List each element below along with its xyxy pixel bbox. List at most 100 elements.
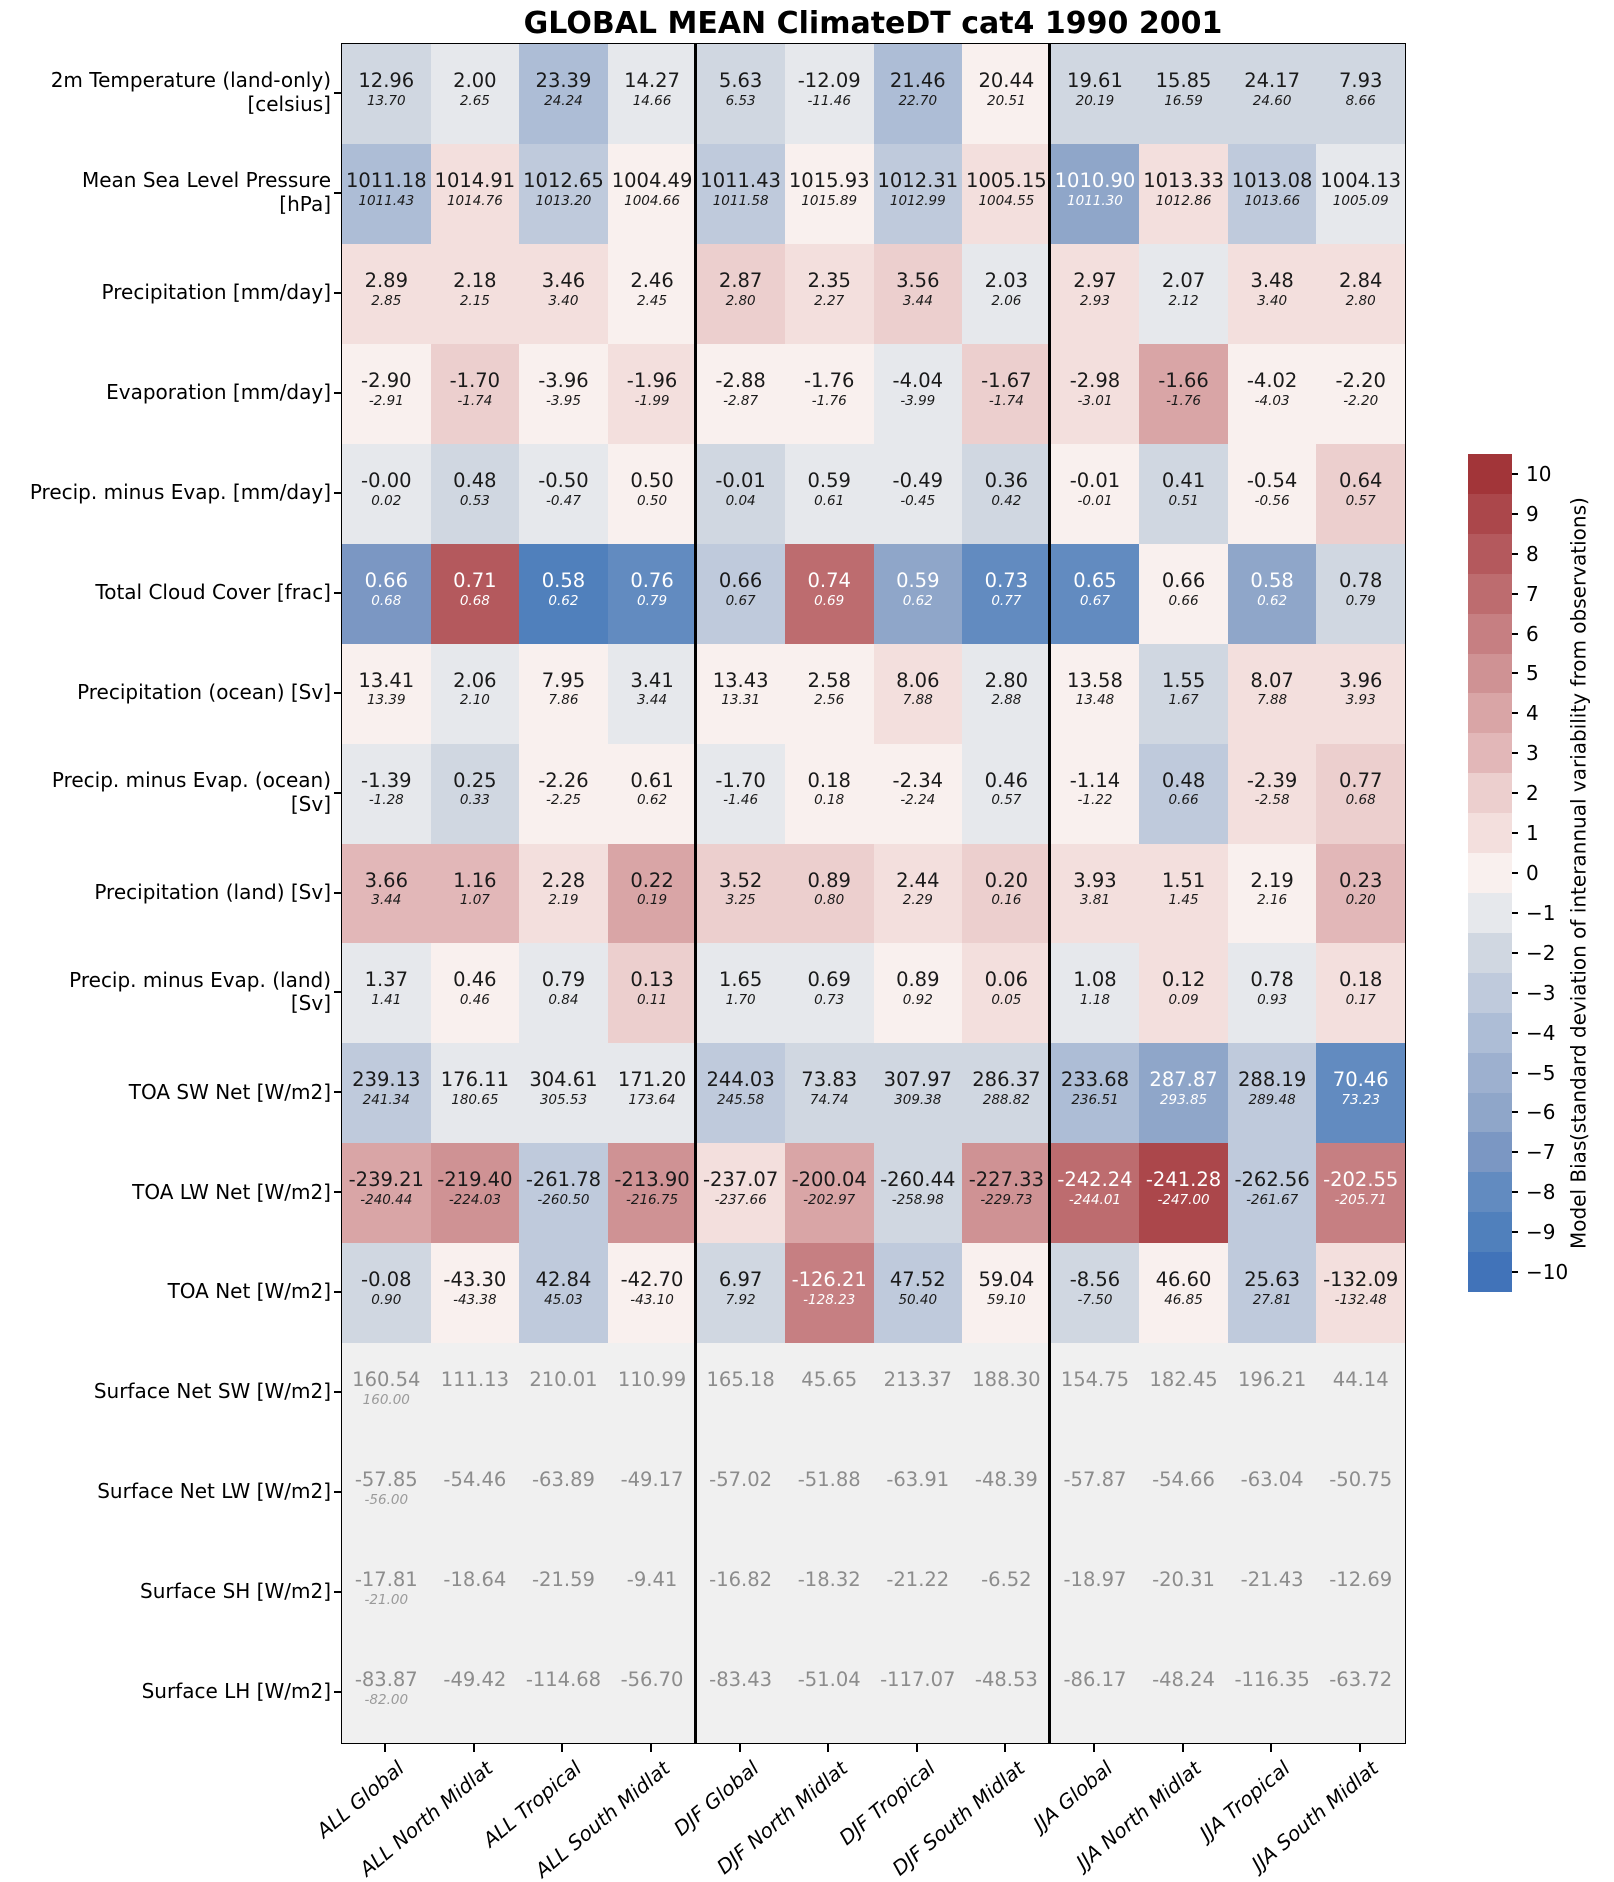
heatmap-cell: -260.44 -258.98 <box>873 1143 963 1244</box>
cell-obs-value: 2.19 <box>548 892 579 909</box>
cell-model-value: 3.41 <box>630 668 674 692</box>
cell-obs-value: 3.40 <box>548 292 579 309</box>
cell-obs-value: 0.02 <box>371 492 402 509</box>
cell-model-value: 1012.31 <box>877 168 959 192</box>
heatmap-cell: 8.07 7.88 <box>1227 643 1317 744</box>
colorbar-tick-label: −9 <box>1526 1220 1556 1245</box>
heatmap-cell: 1.55 1.67 <box>1139 643 1228 744</box>
heatmap-cell: 1.08 1.18 <box>1050 943 1140 1044</box>
cell-obs-value: 0.84 <box>548 992 579 1009</box>
cell-obs-value: 7.88 <box>1257 692 1288 709</box>
cell-obs-value: 289.48 <box>1248 1092 1296 1109</box>
heatmap-cell: 110.99 <box>607 1343 697 1444</box>
cell-obs-value: 0.19 <box>637 892 668 909</box>
cell-model-value: -48.24 <box>1152 1668 1215 1692</box>
colorbar-tick <box>1512 552 1518 555</box>
cell-model-value: -242.24 <box>1057 1168 1133 1192</box>
heatmap-cell: 111.13 <box>430 1343 520 1444</box>
cell-model-value: 0.64 <box>1338 468 1383 492</box>
colorbar-tick-label: −5 <box>1526 1060 1556 1085</box>
cell-obs-value: 8.66 <box>1345 92 1376 109</box>
colorbar-tick-label: 2 <box>1526 781 1539 806</box>
heatmap-cell: 0.41 0.51 <box>1139 443 1228 544</box>
colorbar-segment <box>1468 1012 1512 1053</box>
cell-model-value: 59.04 <box>978 1268 1035 1292</box>
heatmap-cell: -1.70 -1.46 <box>696 743 785 844</box>
heatmap-cell: 0.79 0.84 <box>519 943 608 1044</box>
row-label: Surface LH [W/m2] <box>141 1679 331 1704</box>
cell-model-value: -49.17 <box>620 1468 684 1492</box>
cell-model-value: 154.75 <box>1060 1368 1130 1392</box>
cell-model-value: 1014.91 <box>434 168 516 192</box>
cell-model-value: 0.78 <box>1250 968 1294 992</box>
cell-model-value: 2.18 <box>453 268 497 292</box>
colorbar-segment <box>1468 773 1512 814</box>
heatmap-cell: 0.89 0.80 <box>784 843 874 944</box>
cell-obs-value: 73.23 <box>1341 1092 1381 1109</box>
cell-model-value: 2.28 <box>541 868 586 892</box>
cell-obs-value: -21.00 <box>364 1591 409 1608</box>
heatmap-cell: -1.67 -1.74 <box>962 343 1051 444</box>
cell-obs-value: -1.76 <box>811 392 847 409</box>
cell-model-value: 0.78 <box>1338 568 1383 592</box>
heatmap-cell: -86.17 <box>1050 1643 1140 1743</box>
cell-obs-value: -0.47 <box>545 492 581 509</box>
row-label: Precip. minus Evap. [mm/day] <box>29 479 331 504</box>
row-label: Total Cloud Cover [frac] <box>95 579 331 604</box>
cell-model-value: 110.99 <box>617 1368 687 1392</box>
cell-obs-value: -56.00 <box>364 1492 409 1508</box>
cell-model-value: -126.21 <box>791 1268 867 1292</box>
cell-model-value: -1.70 <box>449 368 501 392</box>
cell-model-value: 0.41 <box>1161 468 1206 492</box>
cell-obs-value: 0.90 <box>371 1292 402 1309</box>
cell-obs-value: 1011.30 <box>1067 192 1123 209</box>
heatmap-cell: -2.98 -3.01 <box>1050 343 1140 444</box>
colorbar-segment <box>1468 573 1512 614</box>
heatmap-cell: 0.46 0.57 <box>962 743 1051 844</box>
heatmap-cell: -2.39 -2.58 <box>1227 743 1317 844</box>
cell-model-value: -1.14 <box>1069 768 1121 792</box>
y-tick <box>334 1291 341 1294</box>
heatmap-cell: 0.50 0.50 <box>607 443 697 544</box>
heatmap-cell: 0.22 0.19 <box>607 843 697 944</box>
colorbar-segment <box>1468 853 1512 893</box>
heatmap-cell: 171.20 173.64 <box>607 1043 697 1144</box>
cell-obs-value: 20.51 <box>987 92 1026 109</box>
cell-model-value: 8.07 <box>1250 668 1294 692</box>
heatmap-cell: 1012.31 1012.99 <box>873 143 963 244</box>
cell-model-value: 176.11 <box>440 1068 509 1092</box>
cell-model-value: 23.39 <box>535 69 592 92</box>
cell-model-value: 0.58 <box>541 568 586 592</box>
cell-model-value: 0.58 <box>1250 568 1294 592</box>
colorbar-title-line1: Model Bias <box>1566 1140 1591 1250</box>
colorbar-tick <box>1512 1031 1518 1034</box>
y-tick <box>334 1591 341 1594</box>
cell-model-value: -237.07 <box>702 1168 779 1192</box>
heatmap-cell: 7.93 8.66 <box>1316 44 1405 144</box>
cell-model-value: -12.69 <box>1329 1568 1393 1592</box>
cell-model-value: -57.87 <box>1063 1468 1127 1492</box>
heatmap-cell: 239.13 241.34 <box>342 1043 431 1144</box>
heatmap-cell: -63.04 <box>1227 1443 1317 1544</box>
cell-obs-value: -7.50 <box>1077 1292 1113 1309</box>
cell-model-value: 19.61 <box>1067 69 1123 92</box>
cell-obs-value: -244.01 <box>1068 1192 1121 1209</box>
cell-obs-value: -240.44 <box>360 1192 413 1209</box>
cell-model-value: 0.23 <box>1338 868 1383 892</box>
cell-model-value: -202.55 <box>1323 1168 1399 1192</box>
cell-obs-value: 3.44 <box>637 692 668 709</box>
heatmap-cell: 46.60 46.85 <box>1139 1243 1228 1344</box>
colorbar-tick-label: 0 <box>1526 861 1539 885</box>
row-label: TOA LW Net [W/m2] <box>132 1179 331 1204</box>
cell-model-value: -49.42 <box>443 1668 507 1692</box>
cell-obs-value: 0.51 <box>1168 492 1199 509</box>
colorbar-tick-label: 6 <box>1526 621 1539 646</box>
cell-model-value: 3.48 <box>1250 268 1294 292</box>
heatmap-cell: -227.33 -229.73 <box>962 1143 1051 1244</box>
cell-obs-value: 309.38 <box>894 1092 942 1109</box>
x-tick <box>1270 1744 1273 1752</box>
heatmap-cell: -213.90 -216.75 <box>607 1143 697 1244</box>
cell-model-value: 25.63 <box>1244 1268 1301 1292</box>
row-label: Surface Net SW [W/m2] <box>93 1379 331 1404</box>
heatmap-cell: -1.70 -1.74 <box>430 343 520 444</box>
